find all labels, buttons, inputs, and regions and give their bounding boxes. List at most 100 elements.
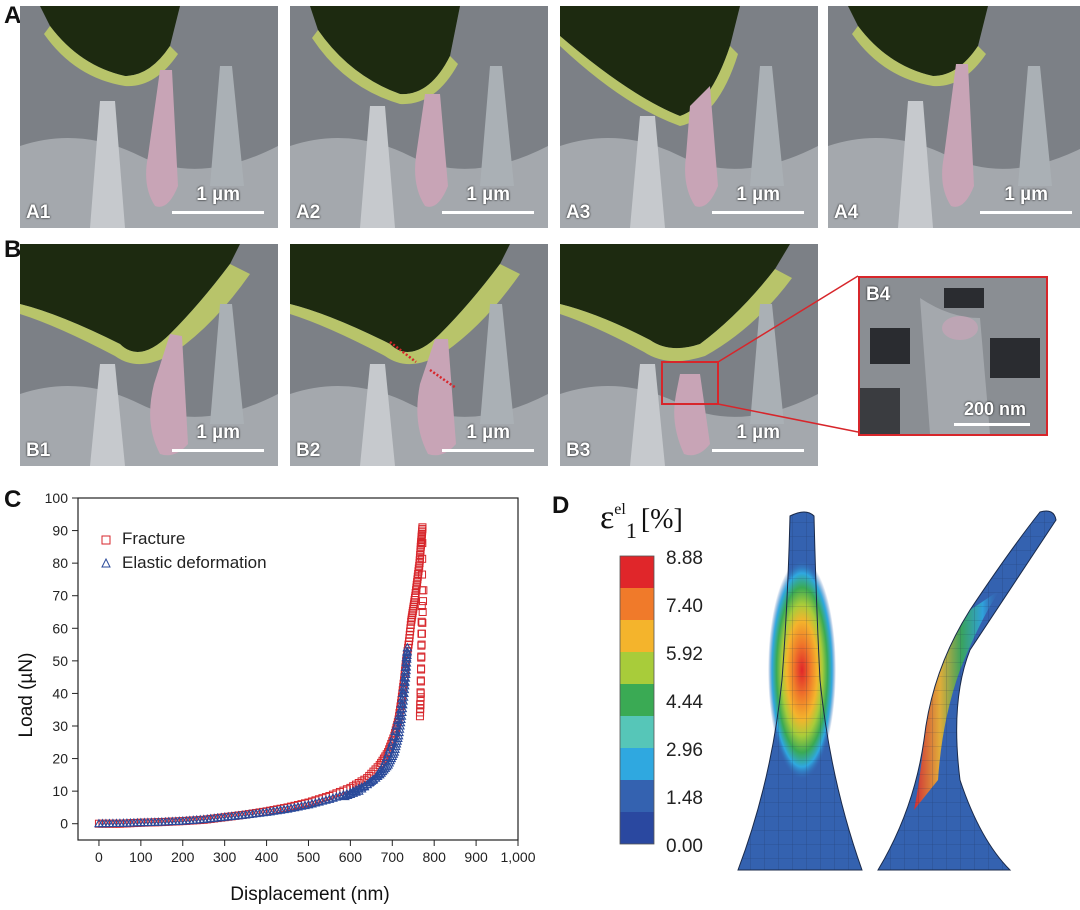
scale-label: 1 µm [196,184,240,205]
sem-image-b3: B3 1 µm [560,244,818,466]
data-point-square [416,688,425,697]
fea-strain-figure: εel1 [%] 8.88 7.40 5.92 4.44 2.96 1.48 0.00 [600,499,1057,871]
colorbar-segment [620,716,654,748]
data-point-triangle [402,647,412,657]
data-point-triangle [324,794,335,803]
data-point-triangle [303,799,314,809]
data-point-square [418,608,427,616]
scale-label: 200 nm [963,399,1026,419]
image-label: A1 [26,202,51,223]
sem-texture [560,6,818,228]
data-point-square [417,640,426,649]
scale-label: 1 µm [466,184,510,205]
data-point-square [417,617,426,626]
panel-letter-a: A [4,2,22,29]
data-point-triangle [314,796,324,806]
image-label: B4 [866,284,891,305]
colorbar-segment [620,812,654,844]
sem-image-b1: B1 1 µm [20,244,278,466]
fea-model-bent [877,510,1057,871]
sem-image-a4: A4 1 µm [828,6,1080,228]
scale-bar [172,211,264,214]
colorbar-segment [620,748,654,780]
data-point-triangle [400,667,411,676]
x-tick-label: 900 [464,849,488,865]
scale-label: 1 µm [466,422,510,443]
image-label: B2 [296,440,321,461]
sem-texture [20,6,278,228]
image-label: A2 [296,202,321,223]
sem-texture [860,278,1046,434]
sem-texture [290,6,548,228]
sem-image-a1: A1 1 µm [20,6,278,228]
scale-bar [980,211,1072,214]
data-point-square [418,554,427,563]
data-point-square [418,539,427,548]
data-point-square [415,712,424,721]
x-tick-label: 300 [213,849,237,865]
data-point-triangle [286,803,296,812]
data-point-triangle [282,803,293,813]
sem-image-a2: A2 1 µm [290,6,548,228]
data-point-square [416,548,425,557]
sem-texture [560,244,818,466]
data-point-square [416,700,425,709]
colorbar-level-label: 7.40 [666,596,703,617]
legend-marker-triangle [101,557,111,568]
series-1 [94,642,413,828]
data-point-square [416,676,425,685]
data-point-square [419,586,428,595]
sem-inset-b4: B4 200 nm [858,276,1048,436]
data-point-triangle [317,796,328,805]
scale-label: 1 µm [736,422,780,443]
data-point-triangle [300,800,310,810]
data-point-triangle [310,797,321,807]
data-point-triangle [392,733,403,743]
data-point-square [418,618,427,627]
colorbar-segment [620,684,654,716]
legend-label: Fracture [122,529,185,548]
sem-texture [828,6,1080,228]
y-tick-label: 70 [52,588,68,604]
image-label: A4 [834,202,859,223]
scale-label: 1 µm [736,184,780,205]
data-point-triangle [392,736,403,745]
colorbar-level-label: 5.92 [666,644,703,665]
data-point-square [417,629,426,638]
y-tick-label: 60 [52,620,68,636]
scale-label: 1 µm [196,422,240,443]
data-point-triangle [334,790,345,800]
legend-marker-square [101,535,111,545]
colorbar-level-label: 1.48 [666,788,703,809]
sem-image-b2: B2 1 µm [290,244,548,466]
y-tick-label: 20 [52,751,68,767]
x-tick-label: 100 [129,849,153,865]
x-tick-label: 600 [339,849,363,865]
sem-texture [290,244,548,466]
data-point-triangle [400,662,411,671]
colorbar-level-label: 0.00 [666,836,703,857]
panel-letter-c: C [4,486,22,513]
x-tick-label: 200 [171,849,195,865]
colorbar-segment [620,588,654,620]
data-point-triangle [339,791,350,801]
data-point-triangle [402,642,413,652]
colorbar-level-label: 4.44 [666,692,703,713]
colorbar-segment [620,652,654,684]
data-point-triangle [391,738,402,748]
data-point-triangle [401,652,412,662]
data-point-triangle [307,798,317,808]
y-tick-label: 30 [52,718,68,734]
data-point-square [417,664,426,673]
data-point-square [417,629,426,638]
data-point-square [417,652,426,661]
image-label: A3 [566,202,591,223]
colorbar-level-label: 2.96 [666,740,703,761]
data-point-triangle [293,801,303,811]
data-point-triangle [401,657,412,667]
x-tick-label: 800 [423,849,447,865]
scale-bar [712,211,804,214]
data-point-triangle [331,792,342,801]
scale-bar [442,211,534,214]
